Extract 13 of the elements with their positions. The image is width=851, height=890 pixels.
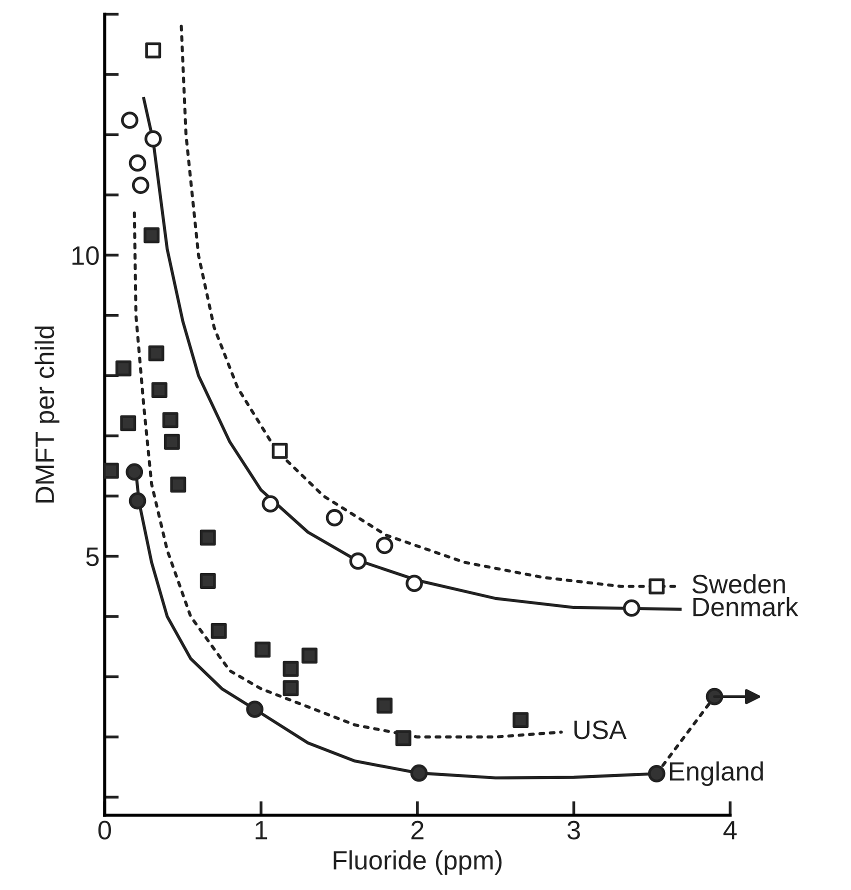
series-label: Sweden bbox=[692, 574, 785, 594]
y-tick-label: 10 bbox=[72, 246, 99, 265]
y-axis-title: DMFT per child bbox=[34, 326, 60, 503]
x-tick-label: 1 bbox=[256, 821, 268, 840]
x-tick-label: 4 bbox=[723, 821, 737, 840]
x-tick-label: 2 bbox=[411, 820, 424, 840]
y-tick-label: 5 bbox=[86, 548, 99, 566]
x-axis-title: Fluoride (ppm) bbox=[334, 850, 502, 875]
series-label: England bbox=[670, 761, 763, 786]
series-label: USA bbox=[574, 720, 627, 740]
x-tick-label: 3 bbox=[567, 820, 580, 840]
x-tick-label: 0 bbox=[98, 820, 111, 840]
series-label: Denmark bbox=[693, 596, 798, 616]
